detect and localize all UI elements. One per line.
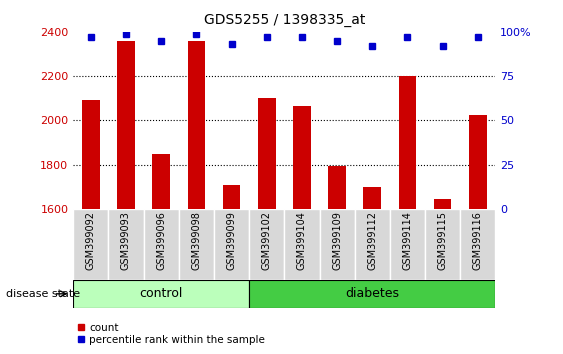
Text: GSM399115: GSM399115	[437, 211, 448, 270]
Title: GDS5255 / 1398335_at: GDS5255 / 1398335_at	[204, 13, 365, 27]
Bar	[434, 199, 452, 354]
Legend: count, percentile rank within the sample: count, percentile rank within the sample	[73, 318, 270, 349]
Bar	[73, 209, 108, 280]
Text: GSM399114: GSM399114	[403, 211, 413, 270]
Bar	[179, 209, 214, 280]
Bar	[425, 209, 461, 280]
Bar	[364, 187, 381, 354]
Bar	[284, 209, 320, 280]
Bar	[214, 209, 249, 280]
Bar	[355, 209, 390, 280]
Text: GSM399093: GSM399093	[121, 211, 131, 270]
Bar	[469, 115, 486, 354]
Bar	[249, 209, 284, 280]
Bar	[73, 280, 249, 308]
Text: GSM399098: GSM399098	[191, 211, 202, 270]
Bar	[461, 209, 495, 280]
Bar	[153, 154, 170, 354]
Bar	[108, 209, 144, 280]
Text: GSM399116: GSM399116	[473, 211, 483, 270]
Bar	[223, 184, 240, 354]
Text: GSM399102: GSM399102	[262, 211, 272, 270]
Bar	[187, 41, 205, 354]
Text: GSM399099: GSM399099	[226, 211, 236, 270]
Text: control: control	[140, 287, 183, 300]
Bar	[144, 209, 179, 280]
Text: diabetes: diabetes	[345, 287, 399, 300]
Bar	[399, 76, 416, 354]
Text: GSM399109: GSM399109	[332, 211, 342, 270]
Bar	[293, 106, 311, 354]
Bar	[320, 209, 355, 280]
Bar	[249, 280, 495, 308]
Bar	[258, 98, 275, 354]
Bar	[82, 101, 100, 354]
Bar	[117, 41, 135, 354]
Text: disease state: disease state	[6, 289, 80, 299]
Text: GSM399112: GSM399112	[367, 211, 377, 270]
Bar	[390, 209, 425, 280]
Bar	[328, 166, 346, 354]
Text: GSM399104: GSM399104	[297, 211, 307, 270]
Text: GSM399096: GSM399096	[156, 211, 166, 270]
Text: GSM399092: GSM399092	[86, 211, 96, 270]
